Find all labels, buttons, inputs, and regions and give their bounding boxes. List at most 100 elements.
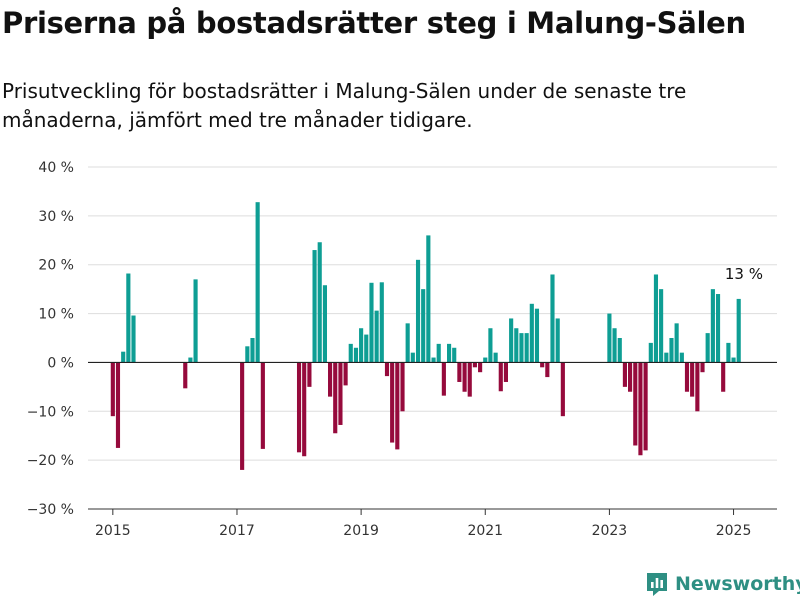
bar: [188, 357, 193, 363]
bar: [731, 357, 736, 363]
bar: [255, 202, 260, 363]
bar: [374, 310, 379, 363]
bar: [726, 342, 731, 363]
bar: [493, 352, 498, 363]
bar: [307, 362, 312, 387]
bar: [478, 362, 483, 373]
bar: [359, 328, 364, 363]
bar: [498, 362, 503, 392]
bar: [426, 235, 431, 363]
bar: [695, 362, 700, 412]
y-tick-label: 0 %: [47, 355, 74, 371]
bar: [503, 362, 509, 382]
bar: [669, 338, 674, 363]
bar: [260, 362, 265, 449]
bar: [369, 282, 374, 363]
y-tick-label: 40 %: [38, 160, 74, 176]
bar: [628, 362, 633, 392]
bar: [338, 362, 343, 425]
bar: [514, 328, 519, 363]
y-tick-label: 20 %: [38, 258, 74, 274]
bar: [364, 334, 369, 363]
y-tick-label: −10 %: [27, 404, 74, 420]
bar: [705, 333, 710, 363]
bar: [488, 328, 493, 363]
bar: [607, 313, 612, 363]
bar: [343, 362, 348, 386]
bar: [638, 362, 643, 456]
bar: [612, 328, 617, 363]
bar: [457, 362, 462, 382]
bar: [545, 362, 550, 378]
bar: [390, 362, 395, 443]
bar: [395, 362, 400, 450]
brand-logo: Newsworthy: [645, 570, 800, 598]
bar: [679, 352, 684, 363]
bar: [715, 294, 721, 363]
bar: [312, 250, 317, 363]
bar: [690, 362, 695, 397]
bar: [421, 289, 426, 363]
page-title: Priserna på bostadsrätter steg i Malung-…: [2, 6, 746, 40]
x-tick-label: 2017: [219, 523, 255, 539]
bar: [126, 273, 131, 363]
bar: [317, 242, 322, 363]
bar: [379, 282, 384, 363]
bar: [659, 289, 664, 363]
bar: [121, 351, 126, 363]
bar: [467, 362, 472, 397]
bar: [555, 318, 560, 363]
last-value-label: 13 %: [725, 265, 763, 283]
bar: [736, 298, 741, 363]
bar: [384, 362, 390, 377]
bar: [353, 347, 359, 363]
bar: [633, 362, 638, 446]
bar: [664, 352, 669, 363]
brand-name: Newsworthy: [675, 573, 800, 595]
bar: [534, 308, 540, 363]
bar: [245, 346, 250, 363]
bar: [322, 285, 327, 363]
bar: [483, 357, 488, 363]
bar: [653, 274, 659, 363]
bar: [240, 362, 245, 470]
bar: [115, 362, 121, 448]
y-tick-label: 30 %: [38, 209, 74, 225]
bar: [110, 362, 115, 417]
bar: [462, 362, 467, 392]
bar: [441, 362, 446, 396]
bar: [410, 352, 415, 363]
bar: [529, 303, 534, 363]
x-tick-label: 2019: [343, 523, 379, 539]
bar: [333, 362, 338, 434]
bar: [710, 289, 715, 363]
bar: [550, 274, 555, 363]
y-tick-label: −30 %: [27, 502, 74, 518]
bar: [674, 323, 679, 363]
bar: [328, 362, 333, 397]
bar: [302, 362, 307, 457]
bar: [415, 259, 421, 363]
x-tick-label: 2025: [716, 523, 752, 539]
bar: [519, 333, 524, 363]
bar: [405, 323, 410, 363]
bar: [617, 338, 622, 363]
bar: [540, 362, 545, 368]
bar: [622, 362, 627, 387]
bar: [348, 343, 353, 363]
bar: [700, 362, 705, 373]
bar: [183, 362, 188, 389]
bar: [400, 362, 405, 412]
x-tick-label: 2021: [467, 523, 503, 539]
bar: [296, 362, 302, 453]
bar: [431, 357, 436, 363]
x-tick-label: 2015: [95, 523, 131, 539]
bar: [721, 362, 726, 392]
bar: [250, 338, 255, 363]
bar: [436, 343, 441, 363]
bar: [452, 347, 457, 363]
page-subtitle: Prisutveckling för bostadsrätter i Malun…: [2, 79, 687, 132]
bar: [684, 362, 690, 392]
bar: [447, 343, 452, 363]
bar: [472, 362, 477, 368]
